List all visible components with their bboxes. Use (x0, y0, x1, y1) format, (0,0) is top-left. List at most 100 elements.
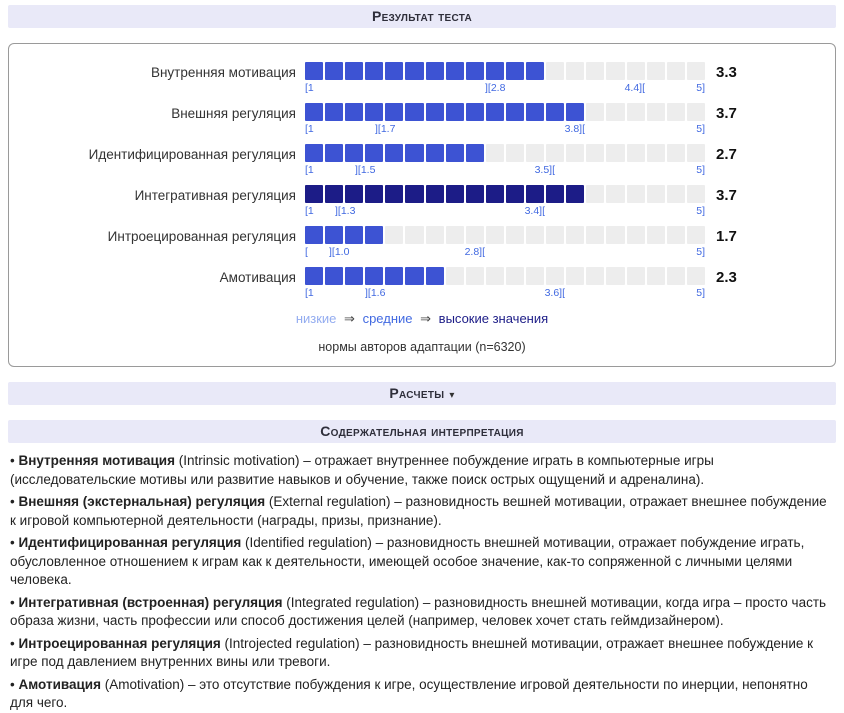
norms-note: нормы авторов адаптации (n=6320) (318, 340, 526, 354)
calculations-toggle[interactable]: Расчеты ▾ (8, 382, 836, 405)
bar-segment (505, 185, 525, 203)
scale-value: 3.3 (716, 64, 737, 81)
bar-markers: [1][1.3 3.4][5] (305, 203, 705, 219)
scale-marker: ][1.3 (335, 205, 356, 217)
scale-marker: ][1.5 (355, 164, 376, 176)
bar-area: [1][1.3 3.4][5] (305, 185, 705, 219)
bar-segment (365, 62, 384, 80)
bar-segment (385, 226, 404, 244)
bar-segment (626, 267, 645, 285)
bar-area: [1][1.7 3.8][5] (305, 103, 705, 137)
scale-marker: 5] (696, 287, 705, 299)
bar-segment (305, 62, 324, 80)
bullet: • (10, 494, 19, 509)
scale-marker: [1 (305, 205, 314, 217)
interpretation-text: (Introjected regulation) – разновидность… (10, 635, 814, 670)
scale-marker: ][2.8 (485, 82, 506, 94)
bar (305, 144, 705, 162)
bar-segment (325, 226, 344, 244)
scale-marker: 5] (696, 205, 705, 217)
bar-segment (606, 144, 625, 162)
bar-segment (345, 62, 364, 80)
bar-segment (485, 103, 504, 121)
bar-segment (606, 103, 625, 121)
bar-segment (305, 103, 324, 121)
bar-segment (465, 226, 484, 244)
scale-marker: 2.8][ (464, 246, 485, 258)
results-rows: Внутренняя мотивация [1][2.8 4.4][5] 3.3 Вне… (9, 62, 835, 301)
bar-segment (325, 62, 344, 80)
interpretation-body: • Внутренняя мотивация (Intrinsic motiva… (10, 452, 834, 713)
bar-segment (345, 185, 364, 203)
bar-segment (606, 267, 625, 285)
interpretation-item: • Интроецированная регуляция (Introjecte… (10, 635, 834, 672)
bar-segment (365, 103, 384, 121)
bar-segment (546, 144, 565, 162)
scale-label: Внешняя регуляция (171, 106, 296, 121)
bar-segment (425, 62, 444, 80)
legend: низкие ⇒ средние ⇒ высокие значения (9, 311, 835, 327)
scale-marker: 5] (696, 82, 705, 94)
bar-segment (425, 185, 444, 203)
scale-marker: [1 (305, 82, 314, 94)
interpretation-text: (External regulation) – разновидность ве… (10, 494, 827, 528)
bar-area: [1][2.8 4.4][5] (305, 62, 705, 96)
bar-segment (526, 144, 545, 162)
bar-markers: [1][1.7 3.8][5] (305, 121, 705, 137)
bar-segment (686, 267, 705, 285)
bar-segment (626, 185, 645, 203)
bar-segment (365, 226, 384, 244)
bar-segment (485, 144, 504, 162)
bar-segment (485, 62, 504, 80)
bar-segment (586, 62, 605, 80)
bar-segment (586, 226, 605, 244)
bar-markers: [1][2.8 4.4][5] (305, 80, 705, 96)
bar-segment (606, 226, 625, 244)
interpretation-term: Внутренняя мотивация (18, 453, 175, 468)
bar-segment (666, 185, 685, 203)
bar-segment (686, 103, 705, 121)
bar-markers: [1][1.6 3.6][5] (305, 285, 705, 301)
interpretation-text: (Identified regulation) – разновидность … (10, 535, 805, 587)
bar-segment (546, 226, 565, 244)
result-row: Амотивация [1][1.6 3.6][5] 2.3 (9, 267, 835, 301)
legend-arrow-icon: ⇒ (344, 311, 355, 326)
bar-segment (385, 103, 404, 121)
bar-segment (686, 185, 705, 203)
bar-segment (666, 103, 685, 121)
bar-segment (686, 226, 705, 244)
scale-marker: 5] (696, 164, 705, 176)
interpretation-text: (Integrated regulation) – разновидность … (10, 594, 827, 629)
scale-marker: 3.5][ (534, 164, 555, 176)
bar-segment (345, 267, 364, 285)
bar-segment (526, 103, 545, 121)
bar-segment (566, 185, 585, 203)
bar-segment (485, 226, 504, 244)
bar-segment (485, 267, 504, 285)
bar (305, 62, 705, 80)
scale-marker: ][1.6 (365, 287, 386, 299)
bar-segment (365, 185, 384, 203)
bar-segment (686, 62, 705, 80)
interpretation-item: • Амотивация (Amotivation) – это отсутст… (10, 676, 834, 713)
interpretation-text: (Amotivation) – это отсутствие побуждени… (10, 676, 808, 711)
bullet: • (10, 535, 19, 550)
interpretation-text: (Intrinsic motivation) – отражает внутре… (10, 453, 714, 487)
bar-segment (405, 144, 424, 162)
interpretation-item: • Интегративная (встроенная) регуляция (… (10, 594, 834, 631)
legend-arrow-icon: ⇒ (420, 311, 432, 326)
bar-segment (425, 103, 444, 121)
bar-segment (385, 185, 404, 203)
interpretation-term: Амотивация (18, 676, 101, 692)
scale-value: 1.7 (716, 228, 737, 245)
calculations-label: Расчеты (389, 385, 445, 401)
bar-segment (546, 62, 565, 80)
bar-segment (505, 267, 525, 285)
bar-segment (526, 226, 545, 244)
bar (305, 185, 705, 203)
bar-segment (365, 267, 384, 285)
bar-segment (405, 185, 424, 203)
bar-segment (566, 62, 585, 80)
bar-segment (445, 62, 464, 80)
bar-segment (325, 267, 344, 285)
